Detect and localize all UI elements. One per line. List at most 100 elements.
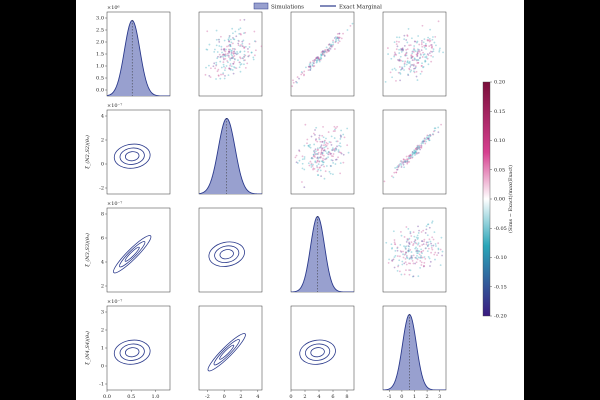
residual-point bbox=[420, 49, 423, 52]
residual-point bbox=[329, 152, 332, 155]
residual-point bbox=[417, 59, 420, 62]
residual-point bbox=[409, 70, 412, 73]
residual-point bbox=[406, 61, 409, 64]
residual-point bbox=[421, 39, 423, 42]
figure: Simulations Exact Marginal 0.0 0.5 1.0 1.5 2… bbox=[76, 0, 524, 400]
residual-point bbox=[335, 148, 337, 150]
residual-point bbox=[319, 169, 322, 172]
residual-point bbox=[330, 159, 333, 161]
residual-point bbox=[430, 246, 433, 249]
residual-point bbox=[316, 170, 319, 173]
panel-3-1: 2 4 6 8 ξ̂_(N3,S3)(θ₃) ×10⁻⁷ bbox=[84, 201, 171, 293]
residual-point bbox=[393, 51, 396, 54]
residual-point bbox=[406, 257, 409, 259]
residual-point bbox=[414, 256, 417, 259]
residual-point bbox=[217, 74, 220, 77]
residual-point bbox=[217, 38, 220, 41]
colorbar-tick-label: -0.10 bbox=[494, 255, 507, 261]
residual-point bbox=[229, 64, 231, 67]
residual-point bbox=[432, 50, 435, 53]
residual-point bbox=[395, 171, 398, 174]
residual-point bbox=[322, 136, 325, 139]
residual-point bbox=[224, 57, 227, 60]
residual-point bbox=[326, 48, 329, 51]
residual-point bbox=[400, 68, 403, 70]
panel-frame bbox=[290, 305, 355, 391]
residual-point bbox=[349, 24, 352, 27]
residual-point bbox=[404, 159, 407, 161]
residual-point bbox=[314, 133, 316, 136]
residual-point bbox=[226, 45, 228, 48]
residual-point bbox=[321, 50, 324, 52]
residual-point bbox=[405, 226, 408, 228]
residual-point bbox=[395, 43, 398, 46]
contour-level-2 bbox=[119, 343, 145, 361]
contour-level-2 bbox=[305, 343, 331, 361]
residual-point bbox=[338, 36, 341, 39]
residual-point bbox=[317, 174, 320, 177]
residual-point bbox=[296, 81, 298, 84]
residual-point bbox=[396, 45, 399, 48]
residual-point bbox=[318, 138, 321, 141]
residual-point bbox=[323, 149, 326, 151]
residual-point bbox=[338, 144, 341, 147]
colorbar-tick-label: 0.15 bbox=[494, 109, 505, 115]
residual-point bbox=[340, 37, 343, 40]
residual-point bbox=[415, 148, 418, 151]
residual-point bbox=[427, 241, 429, 244]
residual-point bbox=[325, 157, 328, 160]
residual-point bbox=[215, 44, 218, 47]
residual-point bbox=[400, 50, 403, 53]
residual-point bbox=[313, 154, 316, 157]
residual-point bbox=[314, 59, 317, 61]
residual-point bbox=[334, 130, 336, 132]
residual-point bbox=[412, 231, 415, 234]
residual-point bbox=[228, 50, 231, 53]
residual-point bbox=[332, 148, 334, 151]
residual-point bbox=[403, 34, 406, 37]
colorbar-gradient bbox=[482, 81, 491, 317]
residual-point bbox=[228, 40, 231, 43]
residual-point bbox=[218, 45, 221, 47]
residual-point bbox=[415, 53, 418, 56]
residual-point bbox=[227, 38, 230, 41]
residual-point bbox=[244, 59, 246, 62]
residual-point bbox=[296, 162, 299, 164]
residual-point bbox=[331, 149, 334, 152]
residual-point bbox=[239, 19, 242, 21]
residual-point bbox=[229, 44, 232, 46]
residual-point bbox=[241, 42, 244, 45]
residual-point bbox=[316, 153, 319, 155]
residual-point bbox=[309, 61, 312, 64]
residual-point bbox=[431, 45, 434, 48]
residual-point bbox=[405, 240, 408, 243]
residual-point bbox=[248, 46, 251, 48]
residual-point bbox=[404, 54, 407, 57]
residual-point bbox=[323, 142, 326, 144]
residual-point bbox=[222, 73, 224, 76]
residual-point bbox=[333, 149, 336, 152]
residual-point bbox=[319, 57, 322, 60]
contours-3-1 bbox=[113, 235, 152, 274]
residual-point bbox=[339, 138, 342, 140]
residual-point bbox=[337, 156, 339, 159]
residual-point bbox=[312, 163, 314, 166]
residual-point bbox=[330, 165, 332, 167]
residual-point bbox=[434, 258, 436, 261]
colorbar-tick-label: 0.00 bbox=[494, 197, 505, 203]
residual-point bbox=[337, 150, 340, 153]
residual-point bbox=[421, 56, 424, 58]
residual-point bbox=[218, 53, 221, 56]
residual-point bbox=[442, 51, 444, 54]
residual-point bbox=[405, 251, 407, 254]
residual-point bbox=[314, 129, 316, 131]
residual-point bbox=[399, 79, 401, 82]
residual-point bbox=[410, 57, 413, 60]
residual-point bbox=[308, 164, 311, 167]
residual-point bbox=[395, 40, 398, 43]
residual-point bbox=[418, 43, 421, 46]
residual-point bbox=[420, 251, 423, 253]
panel-frame bbox=[290, 109, 355, 195]
residual-point bbox=[423, 46, 426, 49]
residual-point bbox=[324, 50, 327, 53]
